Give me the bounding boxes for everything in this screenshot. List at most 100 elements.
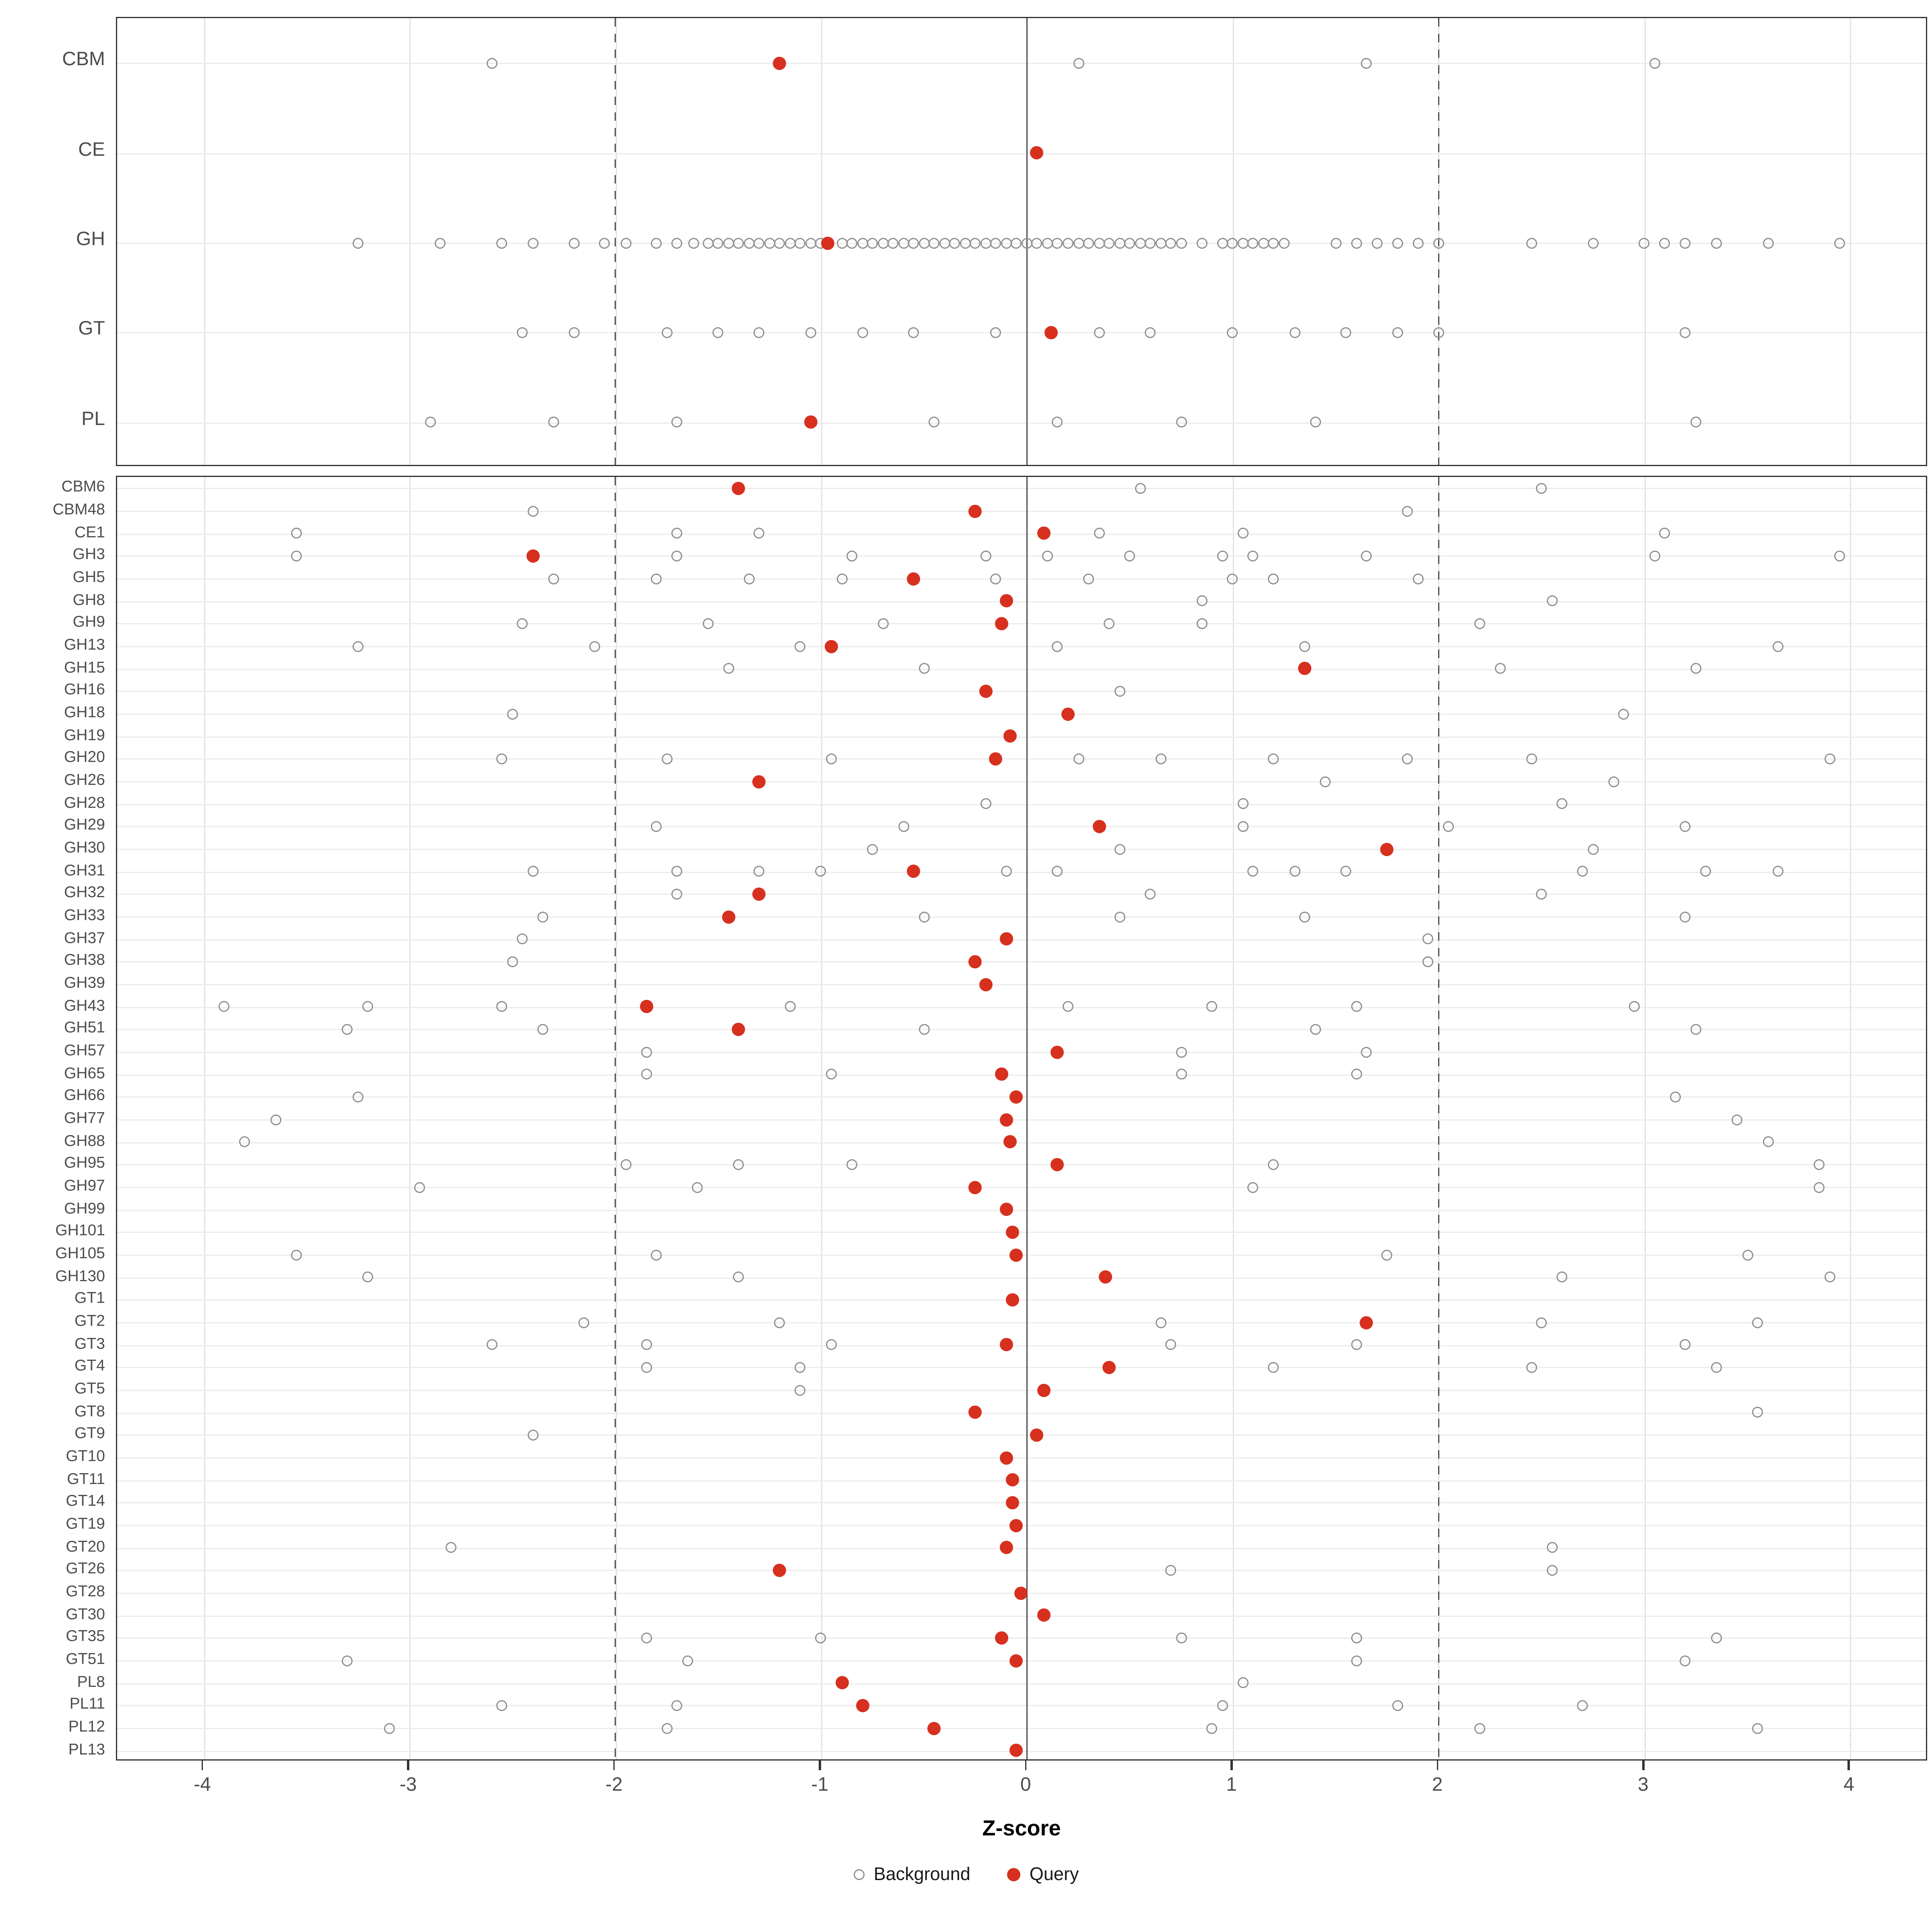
- background-point: [990, 237, 1001, 248]
- background-point: [702, 618, 714, 629]
- x-tick-mark: [819, 1761, 821, 1770]
- x-tick-label: -3: [399, 1775, 417, 1796]
- horizontal-gridline: [117, 646, 1926, 647]
- background-point: [496, 1001, 508, 1012]
- background-point: [1422, 956, 1434, 967]
- background-point: [640, 1046, 652, 1057]
- background-point: [795, 640, 806, 652]
- background-point: [949, 237, 960, 248]
- background-point: [1145, 327, 1156, 338]
- query-point: [1003, 729, 1017, 743]
- y-axis-label: GH29: [64, 815, 105, 834]
- horizontal-gridline: [117, 849, 1926, 850]
- y-axis-label: PL12: [68, 1717, 105, 1735]
- horizontal-gridline: [117, 1141, 1926, 1143]
- background-point: [496, 237, 508, 248]
- background-point: [1155, 1317, 1166, 1328]
- query-point: [1010, 1090, 1024, 1104]
- y-axis-label: GT5: [74, 1379, 105, 1397]
- y-axis-label: GH13: [64, 635, 105, 653]
- background-point: [527, 1429, 539, 1441]
- x-tick-label: 2: [1432, 1775, 1443, 1796]
- background-point: [1546, 1542, 1557, 1553]
- vertical-gridline: [1232, 477, 1234, 1759]
- background-point: [692, 1181, 703, 1193]
- background-point: [1083, 573, 1094, 584]
- background-point: [1114, 685, 1125, 697]
- background-point: [1546, 1565, 1557, 1576]
- background-point: [919, 1024, 930, 1035]
- horizontal-gridline: [117, 916, 1926, 918]
- y-axis-label: GH5: [72, 567, 105, 586]
- y-axis-label: PL11: [69, 1694, 105, 1713]
- x-tick-label: 4: [1843, 1775, 1855, 1796]
- background-point: [363, 1271, 374, 1283]
- background-point: [1587, 237, 1598, 248]
- background-point: [1258, 237, 1269, 248]
- background-point: [908, 327, 919, 338]
- background-point: [363, 1001, 374, 1012]
- background-point: [1433, 327, 1444, 338]
- background-point: [688, 237, 699, 248]
- background-point: [1371, 237, 1383, 248]
- y-axis-label: GH66: [64, 1086, 105, 1104]
- y-axis-label: GH38: [64, 950, 105, 969]
- background-point: [857, 237, 868, 248]
- query-point: [1030, 146, 1044, 160]
- background-point: [1474, 1722, 1485, 1734]
- background-point: [1217, 550, 1228, 561]
- horizontal-gridline: [117, 1728, 1926, 1729]
- query-point: [1005, 1293, 1019, 1307]
- background-point: [1711, 237, 1722, 248]
- y-axis-label: GH19: [64, 725, 105, 743]
- background-point: [1412, 237, 1424, 248]
- background-point: [1063, 237, 1073, 248]
- horizontal-gridline: [117, 422, 1926, 424]
- background-point: [352, 1091, 363, 1102]
- horizontal-gridline: [117, 714, 1926, 715]
- horizontal-gridline: [117, 1029, 1926, 1030]
- query-point: [968, 955, 982, 968]
- background-point: [784, 1001, 796, 1012]
- background-point: [1073, 237, 1084, 248]
- horizontal-gridline: [117, 63, 1926, 64]
- background-point: [867, 843, 878, 855]
- background-point: [671, 237, 683, 248]
- background-point: [548, 573, 559, 584]
- query-point: [732, 481, 745, 495]
- background-point: [1248, 237, 1259, 248]
- background-point: [671, 417, 683, 428]
- background-point: [1268, 753, 1280, 764]
- horizontal-gridline: [117, 758, 1926, 760]
- x-tick-mark: [1024, 1761, 1027, 1770]
- background-point: [579, 1317, 590, 1328]
- background-point: [898, 821, 909, 832]
- background-point: [1021, 237, 1032, 248]
- background-point: [929, 417, 940, 428]
- background-point: [753, 237, 765, 248]
- background-point: [1176, 237, 1187, 248]
- background-point: [1629, 1001, 1640, 1012]
- background-point: [1587, 843, 1598, 855]
- background-point: [733, 1271, 744, 1283]
- horizontal-gridline: [117, 826, 1926, 828]
- background-point: [651, 237, 662, 248]
- query-point: [1005, 1225, 1019, 1239]
- query-point: [999, 594, 1013, 608]
- background-point: [640, 1362, 652, 1373]
- query-point: [1098, 1270, 1112, 1284]
- background-point: [836, 237, 847, 248]
- background-point: [383, 1722, 394, 1734]
- y-axis-label: PL13: [68, 1739, 105, 1758]
- background-point: [568, 237, 580, 248]
- x-tick-mark: [1848, 1761, 1850, 1770]
- query-point: [968, 1406, 982, 1419]
- background-point: [1217, 1700, 1228, 1711]
- background-point: [1227, 327, 1238, 338]
- background-point: [1001, 237, 1012, 248]
- background-point: [1814, 1181, 1825, 1193]
- background-point: [1237, 821, 1249, 832]
- background-point: [640, 1339, 652, 1350]
- query-point: [907, 572, 921, 585]
- horizontal-gridline: [117, 1412, 1926, 1414]
